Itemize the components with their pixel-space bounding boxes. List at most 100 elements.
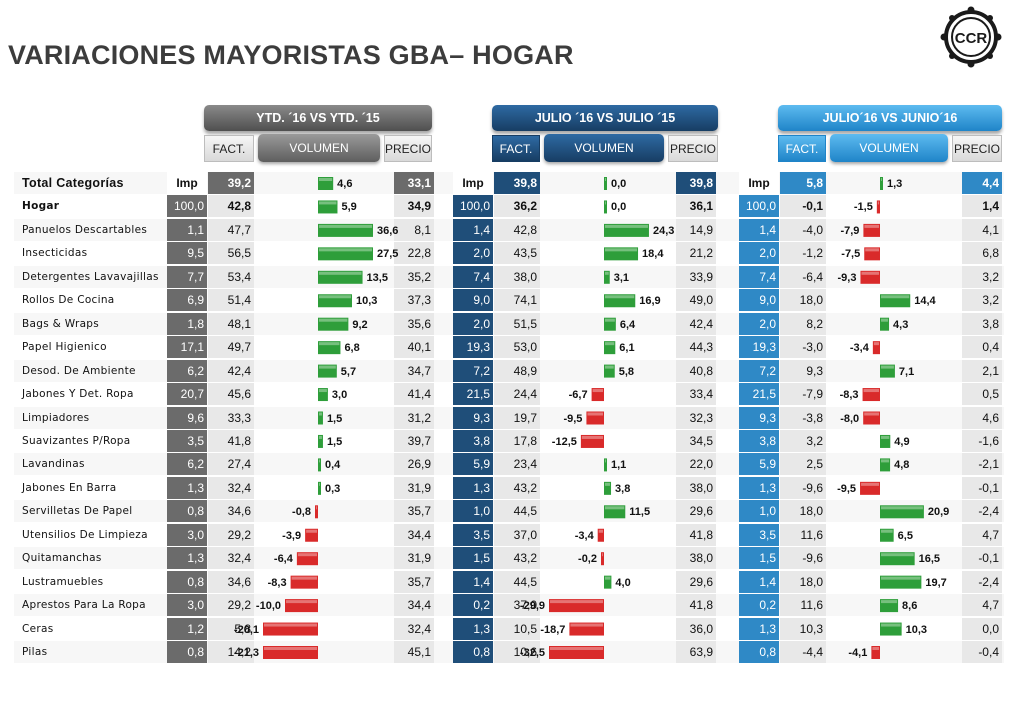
volume-label: -3,4	[574, 529, 594, 542]
precio-cell: 49,0	[676, 289, 716, 312]
fact-cell: 38,0	[494, 265, 540, 288]
precio-cell: 39,7	[394, 429, 434, 452]
category-label: Servilletas De Papel	[22, 505, 133, 518]
volume-bar	[604, 505, 626, 519]
imp-cell: 9,6	[167, 406, 207, 429]
volume-bar-highlight	[605, 459, 606, 463]
volume-label: -4,1	[848, 647, 868, 659]
volume-bar-highlight	[602, 553, 603, 557]
precio-cell: 31,2	[394, 406, 434, 429]
precio-cell: 36,1	[676, 195, 716, 218]
section-header-ytd: YTD. ´16 VS YTD. ´15	[204, 105, 432, 131]
fact-cell: 10,5	[494, 617, 540, 640]
fact-header-3: FACT.	[778, 135, 826, 162]
fact-cell: 45,6	[208, 383, 254, 406]
imp-cell: 17,1	[167, 336, 207, 359]
volume-label: 4,0	[615, 576, 631, 589]
volume-bar-highlight	[881, 529, 893, 533]
imp-cell: 9,3	[453, 406, 493, 429]
fact-cell: 29,2	[208, 523, 254, 546]
volume-bar	[290, 575, 318, 589]
volume-label: 16,5	[918, 553, 941, 566]
fact-cell: 19,7	[494, 406, 540, 429]
volumen-header-3: VOLUMEN	[830, 134, 948, 162]
precio-cell: 26,9	[394, 453, 434, 476]
imp-cell: 1,5	[453, 547, 493, 570]
volume-label: 5,9	[341, 201, 357, 214]
volume-bar-highlight	[877, 201, 879, 205]
precio-cell: 32,3	[676, 406, 716, 429]
category-label: Bags & Wraps	[22, 317, 100, 330]
volume-bar	[580, 434, 604, 448]
volume-label: 16,9	[639, 295, 661, 308]
imp-cell: 1,0	[453, 500, 493, 523]
fact-cell: -4,0	[780, 218, 826, 241]
volume-label: 36,6	[377, 224, 399, 237]
imp-cell: 100,0	[167, 195, 207, 218]
volume-label: 4,6	[337, 178, 353, 190]
volume-label: -8,0	[840, 412, 860, 425]
precio-cell: 42,4	[676, 312, 716, 335]
volume-bar	[586, 411, 604, 425]
volume-bar-highlight	[570, 623, 603, 627]
fact-cell: 5,8	[780, 172, 826, 194]
imp-cell: 3,5	[167, 429, 207, 452]
imp-cell: 1,3	[167, 476, 207, 499]
fact-cell: 10,3	[780, 617, 826, 640]
imp-cell: 0,2	[739, 594, 779, 617]
volume-bar-highlight	[316, 506, 317, 510]
precio-cell: 4,7	[962, 594, 1002, 617]
volume-label: -10,0	[255, 600, 281, 613]
imp-cell: 1,8	[167, 312, 207, 335]
volume-bar	[318, 458, 321, 472]
volume-label: 4,8	[894, 459, 910, 472]
fact-cell: 24,4	[494, 383, 540, 406]
fact-cell: 27,4	[208, 453, 254, 476]
imp-cell: 3,0	[167, 594, 207, 617]
imp-cell: 1,3	[453, 476, 493, 499]
category-label: Rollos De Cocina	[22, 294, 115, 307]
fact-cell: 42,8	[494, 218, 540, 241]
fact-cell: 43,5	[494, 242, 540, 265]
volume-label: 1,3	[887, 178, 903, 190]
fact-cell: 34,6	[208, 570, 254, 593]
volume-bar-highlight	[881, 576, 921, 580]
volume-label: 3,8	[615, 482, 631, 495]
fact-cell: 14,2	[208, 641, 254, 663]
volume-label: 20,9	[927, 506, 950, 519]
volume-bar	[876, 200, 880, 214]
volume-bar	[862, 388, 880, 402]
imp-cell: 7,7	[167, 265, 207, 288]
volumen-header-1: VOLUMEN	[258, 134, 380, 162]
category-label: Hogar	[22, 200, 60, 213]
fact-cell: 74,1	[494, 289, 540, 312]
volume-bar	[591, 388, 604, 402]
volume-label: -0,2	[578, 553, 597, 566]
fact-header-2: FACT.	[492, 135, 540, 162]
volume-bar-highlight	[881, 178, 882, 181]
category-label: Lustramuebles	[22, 575, 104, 588]
volume-bar-highlight	[319, 248, 372, 252]
volume-bar	[880, 552, 915, 566]
precio-header-1: PRECIO	[384, 135, 432, 162]
fact-cell: 53,0	[494, 336, 540, 359]
volume-bar-highlight	[319, 224, 372, 228]
volume-bar	[604, 458, 607, 472]
volume-label: 11,5	[629, 506, 651, 519]
fact-cell: 42,8	[208, 195, 254, 218]
volume-bar	[880, 505, 924, 519]
imp-cell: Imp	[453, 172, 493, 194]
volume-label: 8,6	[902, 600, 918, 613]
imp-cell: Imp	[739, 172, 779, 194]
imp-cell: 3,5	[453, 523, 493, 546]
fact-cell: 23,4	[494, 453, 540, 476]
imp-cell: 1,1	[167, 218, 207, 241]
volume-bar-highlight	[319, 342, 340, 346]
precio-cell: 37,3	[394, 289, 434, 312]
precio-cell: 32,4	[394, 617, 434, 640]
volume-bar	[604, 481, 612, 495]
volume-label: -1,5	[853, 201, 873, 214]
volume-label: 13,5	[366, 271, 388, 284]
fact-cell: 43,2	[494, 547, 540, 570]
category-label: Utensilios De Limpieza	[22, 528, 148, 541]
